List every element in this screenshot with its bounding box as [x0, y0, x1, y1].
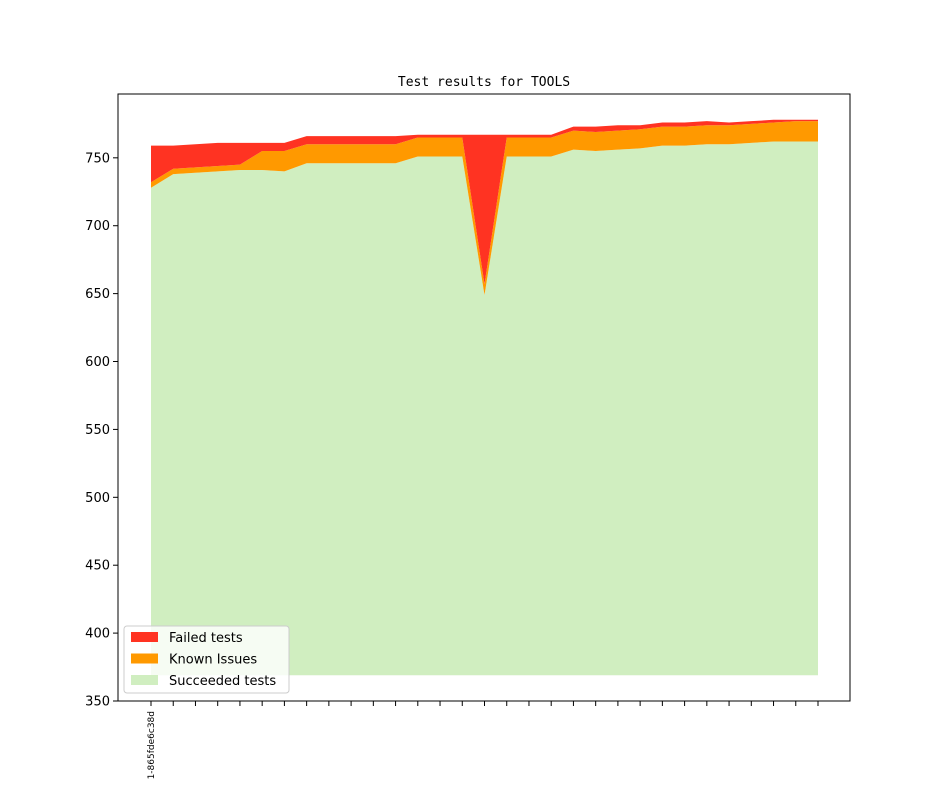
- legend-swatch-known-issues: [131, 653, 158, 664]
- y-tick-label: 700: [85, 219, 110, 234]
- legend-label-failed-tests: Failed tests: [169, 631, 243, 646]
- chart-title: Test results for TOOLS: [398, 75, 570, 90]
- legend-box: [123, 625, 290, 694]
- x-axis: 1-865fde6c38d: [147, 701, 819, 779]
- legend-label-known-issues: Known Issues: [169, 653, 257, 668]
- y-tick-label: 500: [85, 491, 110, 506]
- areas-layer: [151, 119, 818, 676]
- legend: Failed tests Known Issues Succeeded tests: [123, 625, 290, 694]
- area-known-issues: [151, 121, 818, 295]
- y-tick-label: 650: [85, 287, 110, 302]
- y-tick-label: 750: [85, 151, 110, 166]
- legend-swatch-succeeded-tests: [131, 675, 158, 685]
- legend-swatch-failed-tests: [131, 632, 158, 642]
- area-succeeded-tests: [151, 141, 818, 676]
- area-failed-tests: [151, 119, 818, 285]
- y-tick-label: 450: [85, 559, 110, 574]
- legend-label-succeeded-tests: Succeeded tests: [169, 674, 276, 689]
- y-tick-label: 400: [85, 627, 110, 642]
- x-tick-label: 1-865fde6c38d: [147, 711, 157, 779]
- y-tick-label: 550: [85, 423, 110, 438]
- y-tick-label: 350: [85, 695, 110, 710]
- y-axis: 350 400 450 500 550 600 650 700 750: [85, 151, 118, 710]
- y-tick-label: 600: [85, 355, 110, 370]
